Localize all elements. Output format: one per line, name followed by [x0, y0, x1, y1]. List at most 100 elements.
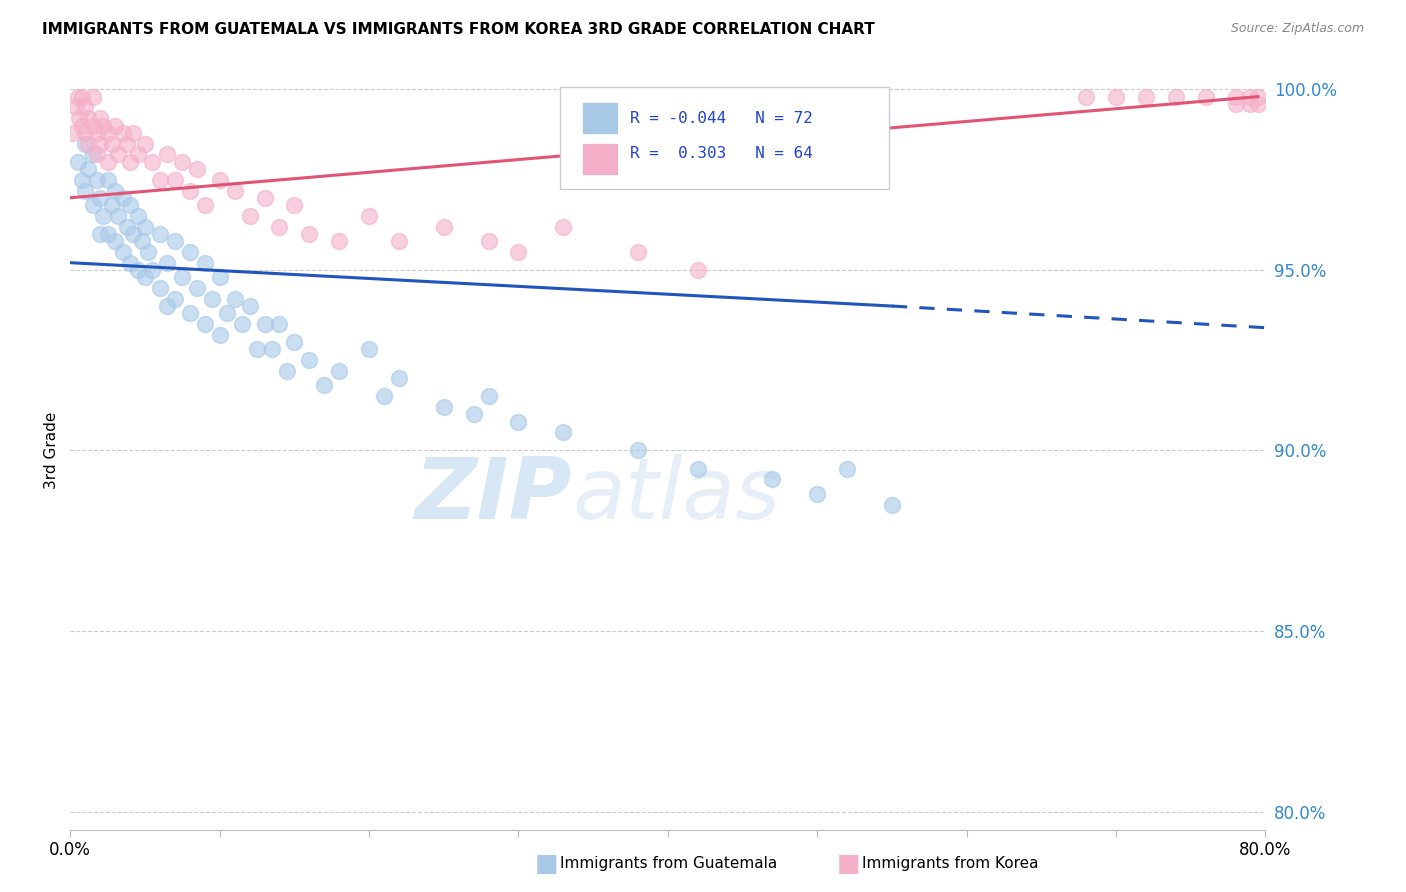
Point: [314, 378, 336, 392]
Point: [508, 244, 530, 259]
Point: [141, 154, 163, 169]
Point: [508, 415, 530, 429]
Point: [761, 472, 783, 486]
Point: [1195, 89, 1218, 103]
Point: [134, 136, 156, 151]
Point: [373, 389, 395, 403]
Point: [776, 172, 799, 186]
Point: [359, 209, 381, 223]
Point: [156, 299, 179, 313]
Point: [1135, 89, 1157, 103]
Point: [686, 461, 709, 475]
Point: [186, 161, 208, 176]
Point: [269, 219, 291, 234]
Point: [208, 270, 231, 285]
Point: [86, 172, 108, 186]
Point: [111, 244, 134, 259]
Point: [149, 227, 172, 241]
Point: [163, 234, 186, 248]
Point: [86, 126, 108, 140]
Point: [101, 136, 124, 151]
Point: [163, 292, 186, 306]
Point: [120, 198, 141, 212]
Point: [1239, 96, 1261, 111]
Point: [66, 89, 89, 103]
Y-axis label: 3rd Grade: 3rd Grade: [44, 412, 59, 489]
Point: [463, 408, 485, 422]
Text: Immigrants from Korea: Immigrants from Korea: [862, 856, 1039, 871]
Point: [97, 227, 120, 241]
Point: [276, 364, 298, 378]
Point: [478, 389, 501, 403]
Point: [880, 498, 903, 512]
Point: [1105, 89, 1128, 103]
Point: [111, 126, 134, 140]
Point: [231, 317, 253, 331]
Point: [134, 270, 156, 285]
Point: [328, 364, 350, 378]
Point: [115, 136, 138, 151]
Point: [253, 317, 276, 331]
Point: [65, 100, 87, 114]
Point: [115, 219, 138, 234]
Text: Immigrants from Guatemala: Immigrants from Guatemala: [560, 856, 778, 871]
Point: [77, 161, 100, 176]
Point: [1164, 89, 1187, 103]
Point: [86, 147, 108, 161]
Point: [433, 219, 456, 234]
Point: [134, 219, 156, 234]
Point: [89, 227, 111, 241]
Point: [82, 89, 104, 103]
Point: [298, 353, 321, 368]
Point: [82, 147, 104, 161]
Point: [67, 112, 90, 126]
Point: [627, 443, 650, 458]
Point: [97, 172, 120, 186]
Point: [194, 317, 217, 331]
Point: [82, 119, 104, 133]
Point: [122, 126, 145, 140]
Point: [104, 184, 127, 198]
Point: [224, 184, 246, 198]
Point: [179, 244, 201, 259]
Point: [253, 191, 276, 205]
Point: [1225, 96, 1247, 111]
Point: [239, 299, 262, 313]
Point: [837, 461, 859, 475]
Point: [239, 209, 262, 223]
Point: [149, 172, 172, 186]
Point: [131, 234, 153, 248]
Point: [359, 343, 381, 357]
Point: [70, 172, 93, 186]
Point: [107, 147, 129, 161]
Point: [163, 172, 186, 186]
Point: [75, 136, 97, 151]
Text: R =  0.303   N = 64: R = 0.303 N = 64: [630, 145, 813, 161]
Point: [553, 425, 575, 440]
Point: [224, 292, 246, 306]
Point: [388, 234, 411, 248]
Point: [75, 184, 97, 198]
Point: [75, 126, 97, 140]
Text: ZIP: ZIP: [415, 454, 572, 538]
Point: [283, 198, 305, 212]
Point: [208, 327, 231, 342]
Text: IMMIGRANTS FROM GUATEMALA VS IMMIGRANTS FROM KOREA 3RD GRADE CORRELATION CHART: IMMIGRANTS FROM GUATEMALA VS IMMIGRANTS …: [42, 22, 875, 37]
Point: [75, 100, 97, 114]
Point: [104, 234, 127, 248]
Point: [70, 119, 93, 133]
Point: [101, 198, 124, 212]
Point: [172, 154, 194, 169]
Point: [127, 147, 149, 161]
Point: [433, 400, 456, 414]
Point: [686, 263, 709, 277]
Text: ■: ■: [837, 852, 860, 875]
Point: [179, 306, 201, 320]
Point: [136, 244, 159, 259]
FancyBboxPatch shape: [582, 144, 617, 175]
Point: [120, 154, 141, 169]
Point: [77, 136, 100, 151]
Point: [627, 244, 650, 259]
Point: [66, 154, 89, 169]
Point: [149, 281, 172, 295]
